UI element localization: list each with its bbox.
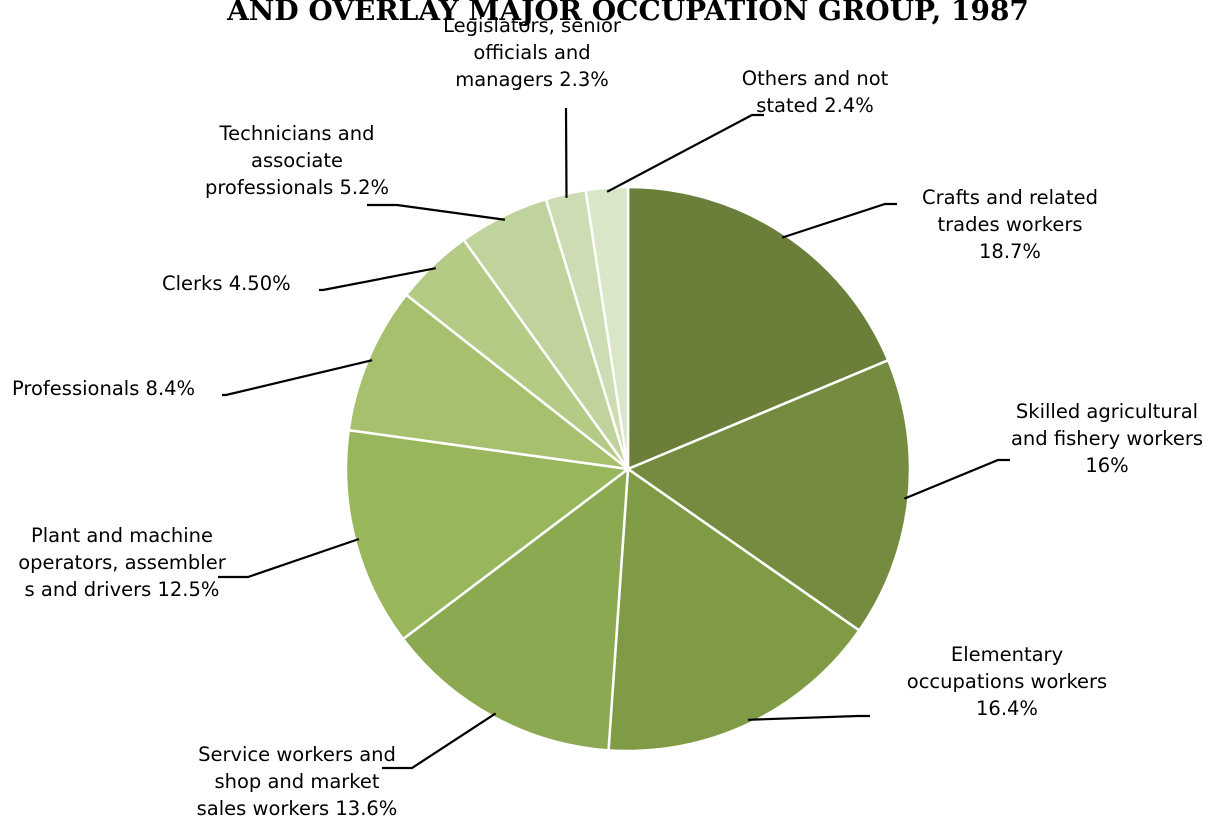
leader-line-technicians-and-associate-professionals: [367, 203, 506, 221]
leader-line-clerks: [319, 267, 437, 292]
pie-slice-others-and-not-stated: [584, 185, 630, 470]
chart-title: AND OVERLAY MAJOR OCCUPATION GROUP, 1987: [226, 0, 1029, 27]
slice-label-others-and-not-stated: Others and not stated 2.4%: [742, 67, 889, 117]
pie-slice-professionals: [347, 293, 633, 471]
slice-label-service-workers-and-shop-and-market-sales-workers: Service workers and shop and market sales …: [197, 743, 398, 820]
leader-line-crafts-and-related-trades-workers: [781, 202, 897, 239]
slice-label-crafts-and-related-trades-workers: Crafts and related trades workers 18.7%: [922, 186, 1098, 263]
pie-slices: [344, 185, 912, 753]
leader-line-elementary-occupations-workers: [747, 714, 870, 721]
pie-slice-service-workers-and-shop-and-market-sales-workers: [401, 466, 630, 752]
slice-label-skilled-agricultural-and-fishery-workers: Skilled agricultural and fishery workers 1…: [1011, 400, 1203, 477]
pie-slice-crafts-and-related-trades-workers: [626, 185, 890, 471]
leader-line-plant-and-machine-operators-assemblers-and-drivers: [218, 537, 360, 579]
leader-line-service-workers-and-shop-and-market-sales-workers: [382, 712, 497, 770]
slice-label-clerks: Clerks 4.50%: [162, 272, 291, 295]
slice-label-professionals: Professionals 8.4%: [12, 377, 195, 400]
leader-line-others-and-not-stated: [606, 113, 764, 193]
slice-label-elementary-occupations-workers: Elementary occupations workers 16.4%: [907, 643, 1107, 720]
pie-slice-elementary-occupations-workers: [607, 466, 861, 753]
slice-label-plant-and-machine-operators-assemblers-and-drivers: Plant and machine operators, assembler s a…: [18, 524, 226, 601]
slice-labels: Crafts and related trades workers 18.7% Ski…: [12, 14, 1203, 820]
slice-label-legislators-senior-officials-and-managers: Legislators, senior officials and managers…: [443, 14, 622, 91]
slice-label-technicians-and-associate-professionals: Technicians and associate professionals 5.…: [205, 122, 389, 199]
leader-line-legislators-senior-officials-and-managers: [564, 107, 568, 198]
leader-lines: [218, 107, 1010, 770]
leader-line-professionals: [222, 359, 373, 397]
pie-slice-skilled-agricultural-and-fishery-workers: [625, 358, 912, 633]
leader-line-skilled-agricultural-and-fishery-workers: [903, 458, 1010, 500]
